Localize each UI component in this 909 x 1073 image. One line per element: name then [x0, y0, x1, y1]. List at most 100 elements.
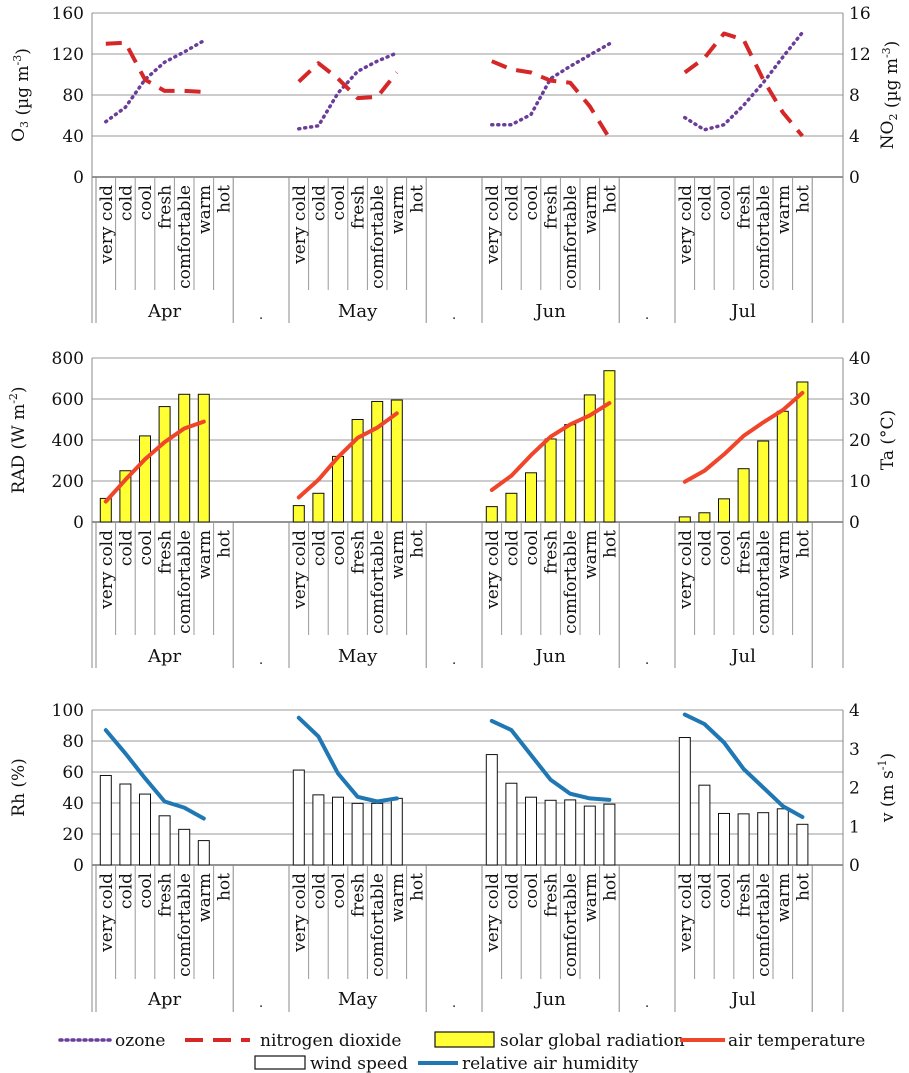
category-label: fresh — [349, 873, 369, 917]
bar-wind-speed — [292, 769, 305, 866]
bar-solar-global-radiation — [505, 492, 518, 523]
category-label: comfortable — [561, 873, 581, 977]
category-label: cool — [136, 530, 156, 565]
bar-wind-speed — [583, 805, 596, 866]
line-nitrogen-dioxide — [683, 31, 804, 138]
y2-tick-label: 3 — [849, 740, 860, 760]
category-label: hot — [600, 185, 620, 213]
category-label: cool — [329, 873, 349, 908]
bar-solar-global-radiation — [158, 406, 171, 523]
y2-tick-label: 10 — [849, 472, 871, 492]
y-tick-label: 60 — [62, 763, 84, 783]
category-label: hot — [407, 185, 427, 213]
bar-wind-speed — [544, 799, 557, 866]
category-label: cool — [715, 530, 735, 565]
category-label: warm — [774, 873, 794, 922]
bar-solar-global-radiation — [351, 419, 364, 523]
bar-solar-global-radiation — [544, 438, 557, 523]
category-label: warm — [581, 185, 601, 234]
category-label: warm — [774, 185, 794, 234]
bar-wind-speed — [505, 782, 518, 866]
category-label: fresh — [156, 530, 176, 574]
bar-solar-global-radiation — [178, 393, 191, 523]
month-label: Jul — [729, 989, 756, 1010]
category-label: cold — [502, 185, 522, 221]
bar-wind-speed — [525, 796, 537, 866]
month-label: Apr — [147, 989, 182, 1010]
category-label: very cold — [483, 185, 503, 265]
category-label: cold — [695, 185, 715, 221]
category-label: warm — [195, 185, 215, 234]
bar-solar-global-radiation — [332, 455, 344, 523]
bar-wind-speed — [698, 784, 711, 866]
bar-wind-speed — [485, 754, 498, 866]
category-label: comfortable — [368, 185, 388, 289]
line-ozone — [297, 51, 399, 131]
category-label: very cold — [97, 873, 117, 953]
y-tick-label: 120 — [52, 45, 84, 65]
bar-wind-speed — [371, 802, 384, 866]
line-air-temperature — [296, 411, 399, 500]
legend-radiation-label: solar global radiation — [500, 1031, 685, 1051]
y-axis-title: O3 (µg m-3) — [9, 48, 33, 142]
category-label: cool — [715, 185, 735, 220]
line-relative-air-humidity — [103, 728, 206, 821]
category-label: cool — [136, 185, 156, 220]
line-air-temperature — [489, 401, 612, 492]
y-tick-label: 80 — [62, 732, 84, 752]
y-tick-label: 200 — [52, 472, 84, 492]
category-label: fresh — [156, 873, 176, 917]
category-label: warm — [388, 185, 408, 234]
bar-wind-speed — [139, 793, 151, 866]
bar-solar-global-radiation — [583, 394, 596, 523]
category-label: comfortable — [754, 185, 774, 289]
y-tick-label: 160 — [52, 4, 84, 24]
bar-wind-speed — [678, 737, 691, 866]
category-label: cool — [522, 185, 542, 220]
line-nitrogen-dioxide — [105, 40, 204, 94]
category-label: cold — [309, 530, 329, 566]
y2-tick-label: 30 — [849, 390, 871, 410]
month-label: May — [338, 301, 378, 322]
category-label: fresh — [542, 530, 562, 574]
panel-2: 0 200 400 600 800 0 10 20 30 40 RAD (W m-2) Ta (°C)… — [7, 349, 898, 668]
category-label: fresh — [735, 873, 755, 917]
bar-solar-global-radiation — [139, 435, 151, 523]
line-nitrogen-dioxide — [491, 59, 612, 140]
y2-tick-label: 0 — [849, 856, 860, 876]
line-relative-air-humidity — [296, 715, 399, 804]
y2-tick-label: 4 — [849, 127, 860, 147]
bar-wind-speed — [757, 812, 770, 866]
month-separator: . — [259, 653, 263, 668]
category-label: hot — [600, 873, 620, 901]
category-label: fresh — [735, 185, 755, 229]
bar-solar-global-radiation — [292, 505, 305, 523]
y2-tick-label: 2 — [849, 779, 860, 799]
bar-wind-speed — [158, 815, 171, 866]
category-label: cold — [116, 873, 136, 909]
bar-wind-speed — [197, 840, 210, 866]
category-label: very cold — [97, 530, 117, 610]
y2-tick-label: 8 — [849, 86, 860, 106]
month-separator: . — [259, 308, 263, 323]
bar-solar-global-radiation — [757, 440, 770, 523]
category-label: hot — [407, 873, 427, 901]
category-label: hot — [793, 185, 813, 213]
line-ozone — [104, 38, 206, 124]
y-tick-label: 600 — [52, 390, 84, 410]
category-axis: very cold cold cool fresh comfortable warm hot… — [91, 522, 844, 668]
month-separator: . — [259, 996, 263, 1011]
month-label: Jun — [533, 989, 566, 1010]
category-label: comfortable — [754, 530, 774, 634]
panel-3: 0 20 40 60 80 100 0 1 2 3 4 Rh (%) v (m s-1) very col… — [9, 701, 898, 1012]
y2-tick-label: 4 — [849, 701, 860, 721]
bar-wind-speed — [119, 783, 132, 866]
category-label: cool — [522, 530, 542, 565]
category-label: warm — [195, 530, 215, 579]
category-label: very cold — [290, 530, 310, 610]
category-axis: very cold cold cool fresh comfortable warm hot… — [91, 865, 844, 1012]
line-relative-air-humidity — [682, 712, 805, 819]
category-label: warm — [195, 873, 215, 922]
category-label: cold — [309, 185, 329, 221]
